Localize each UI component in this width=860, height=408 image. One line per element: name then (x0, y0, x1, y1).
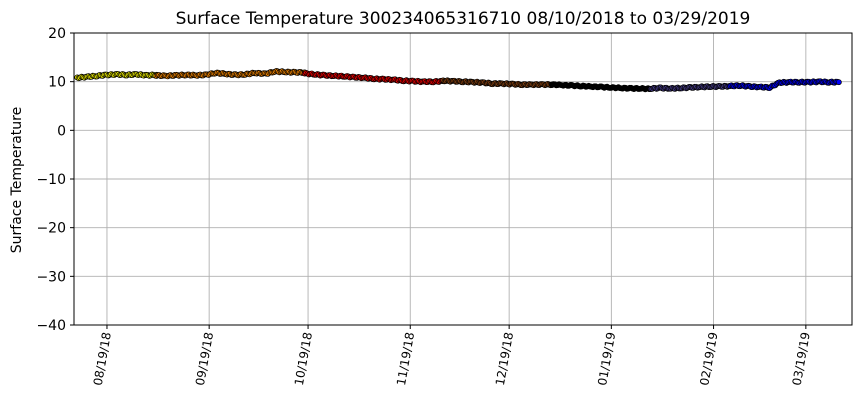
x-tick-label: 12/19/18 (493, 331, 516, 387)
data-series (549, 81, 654, 93)
x-tick-label: 03/19/19 (790, 331, 813, 387)
x-tick-label: 11/19/18 (394, 331, 417, 387)
y-tick-label: −40 (36, 318, 66, 334)
data-series (727, 78, 842, 92)
chart-title: Surface Temperature 300234065316710 08/1… (176, 9, 751, 29)
y-tick-label: 20 (48, 26, 66, 42)
x-tick-label: 10/19/18 (292, 331, 315, 387)
data-points (74, 67, 842, 93)
y-tick-label: 10 (48, 75, 66, 91)
y-tick-label: −10 (36, 172, 66, 188)
x-tick-label: 02/19/19 (697, 331, 720, 387)
y-tick-label: 0 (57, 123, 66, 139)
data-series (440, 77, 555, 89)
data-series (647, 82, 733, 92)
data-point (835, 79, 842, 86)
y-tick-label: −30 (36, 269, 66, 285)
x-tick-label: 08/19/18 (91, 331, 114, 387)
data-series (153, 67, 308, 80)
data-series (301, 69, 447, 86)
y-tick-label: −20 (36, 221, 66, 237)
x-tick-label: 01/19/19 (595, 331, 618, 387)
data-series (74, 71, 160, 82)
y-axis-label: Surface Temperature (9, 107, 25, 253)
x-tick-label: 09/19/18 (193, 331, 216, 387)
